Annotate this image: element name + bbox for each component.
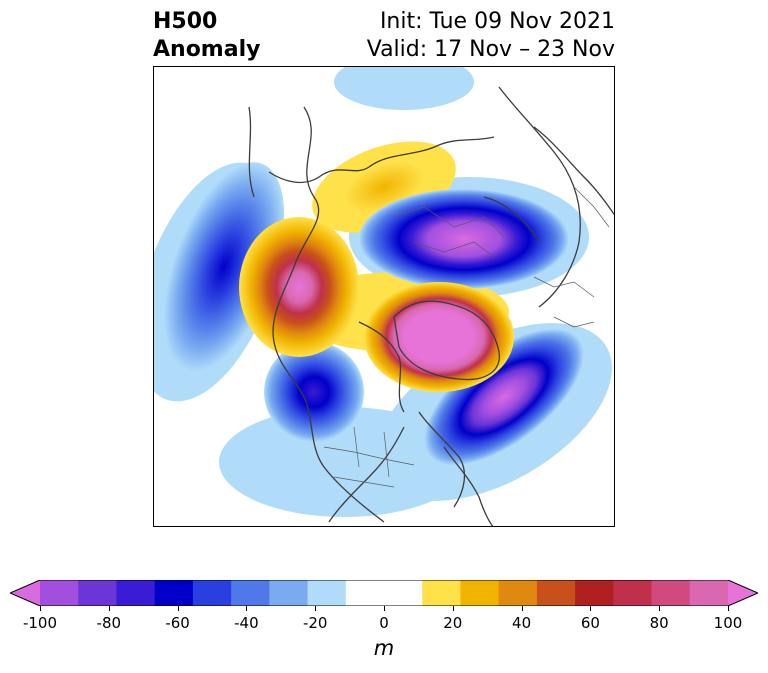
map-canvas xyxy=(154,67,614,526)
pos-center-arctic xyxy=(364,282,514,392)
colorbar-tick-label: 60 xyxy=(580,614,600,632)
neg-center-atlantic xyxy=(424,328,584,466)
colorbar-tick-label: -60 xyxy=(165,614,190,632)
colorbar-extend-max xyxy=(728,580,758,606)
colorbar-tick-label: 100 xyxy=(713,614,743,632)
colorbar-tick-mark xyxy=(728,606,729,611)
valid-range: Valid: 17 Nov – 23 Nov xyxy=(366,37,615,62)
coastlines xyxy=(248,86,614,526)
title-variable: H500 xyxy=(153,9,218,34)
colorbar-segment xyxy=(689,580,729,606)
colorbar-segment xyxy=(651,580,691,606)
colorbar-segment xyxy=(498,580,538,606)
colorbar-segment xyxy=(78,580,117,606)
colorbar-tick-label: -20 xyxy=(302,614,328,632)
borders xyxy=(323,186,610,488)
colorbar-tick-mark xyxy=(384,606,385,611)
colorbar-segment xyxy=(192,580,232,606)
colorbar-tick-mark xyxy=(590,606,592,611)
colorbar-segment xyxy=(154,580,194,606)
colorbar-segment xyxy=(536,580,576,606)
colorbar xyxy=(10,580,758,606)
colorbar-tick-label: -40 xyxy=(234,614,259,632)
colorbar-segment xyxy=(575,580,614,606)
colorbar-tick-mark xyxy=(108,606,110,611)
colorbar-extend-min xyxy=(10,580,40,606)
colorbar-tick-mark xyxy=(452,606,454,611)
colorbar-unit-label: m xyxy=(373,636,395,660)
colorbar-segment xyxy=(307,580,347,606)
neg-region-top-outer xyxy=(334,67,474,110)
colorbar-tick-mark xyxy=(659,606,661,611)
title-left: H500 Anomaly xyxy=(153,8,260,64)
colorbar-tick-mark xyxy=(177,606,179,611)
neg-center-west-canada xyxy=(264,342,364,442)
anomaly-map xyxy=(153,66,615,527)
colorbar-tick-mark xyxy=(315,606,317,611)
colorbar-segment xyxy=(116,580,156,606)
title-right: Init: Tue 09 Nov 2021 Valid: 17 Nov – 23… xyxy=(367,8,615,64)
colorbar-segment xyxy=(269,580,309,606)
colorbar-tick-label: -100 xyxy=(22,614,58,632)
colorbar-tick-label: 40 xyxy=(512,614,532,632)
init-time: Init: Tue 09 Nov 2021 xyxy=(379,9,615,34)
colorbar-segment xyxy=(345,580,385,606)
colorbar-tick-mark xyxy=(521,606,523,611)
colorbar-tick-label: 20 xyxy=(443,614,463,632)
colorbar-segment xyxy=(613,580,653,606)
colorbar-segment xyxy=(231,580,270,606)
colorbar-tick-label: -80 xyxy=(96,614,122,632)
colorbar-tick-mark xyxy=(40,606,41,611)
colorbar-segment xyxy=(40,580,79,606)
colorbar-segment xyxy=(460,580,500,606)
pos-center-alaska xyxy=(239,217,359,357)
neg-region-west-canada-outer xyxy=(219,407,469,517)
colorbar-tick-mark xyxy=(246,606,248,611)
title-product: Anomaly xyxy=(153,37,261,62)
colorbar-tick-label: 80 xyxy=(649,614,669,632)
colorbar-tick-label: 0 xyxy=(379,614,389,632)
colorbar-segment xyxy=(384,580,423,606)
colorbar-segment xyxy=(422,580,461,606)
